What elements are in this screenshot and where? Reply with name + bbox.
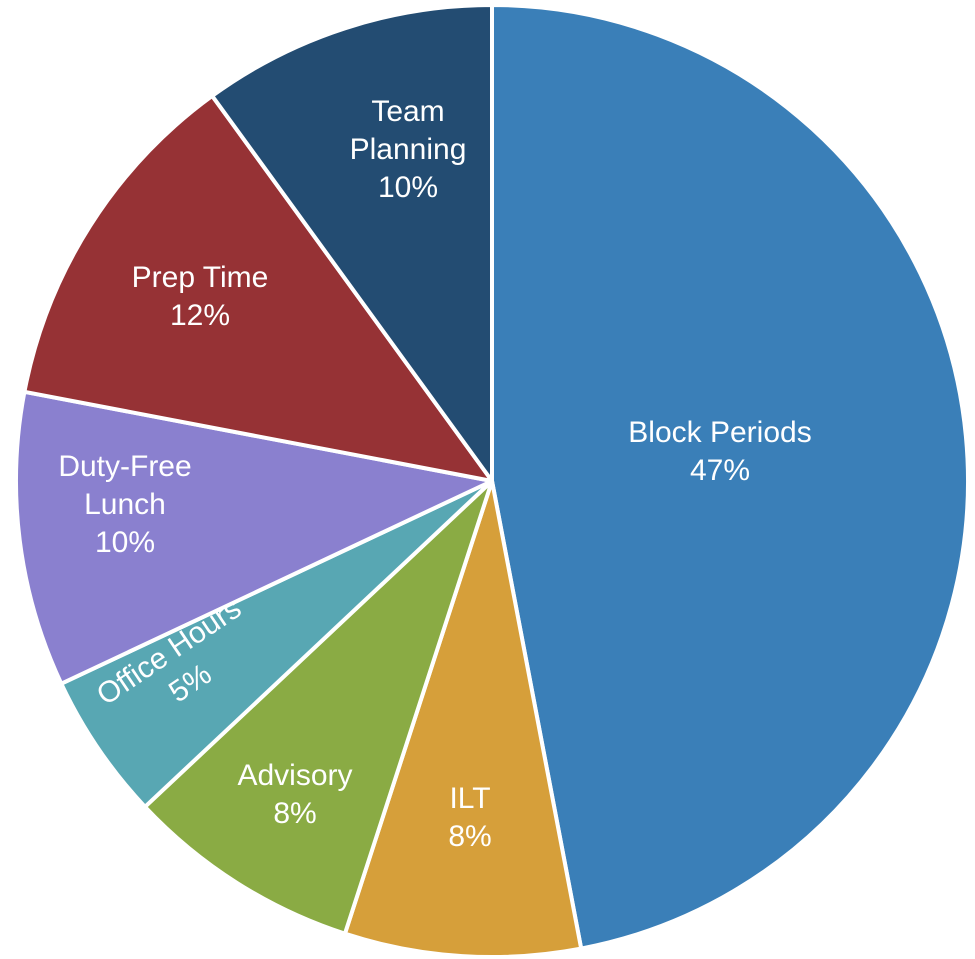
pie-slice <box>490 3 970 951</box>
category-label: Team Planning <box>349 95 467 166</box>
slice-label: Advisory 8% <box>205 757 385 833</box>
category-label: ILT <box>449 782 491 815</box>
pie-slice <box>59 479 494 809</box>
value-label: 8% <box>273 797 317 830</box>
slice-label: ILT 8% <box>420 780 520 856</box>
category-label: Prep Time <box>131 261 269 294</box>
value-label: 47% <box>689 454 751 487</box>
pie-slice <box>22 93 494 483</box>
category-label: Advisory <box>237 759 353 792</box>
category-label: Duty-Free Lunch <box>58 450 192 521</box>
slice-label: Duty-Free Lunch 10% <box>50 448 200 562</box>
pie-slice <box>342 479 584 959</box>
value-label: 10% <box>377 171 439 204</box>
value-label: 8% <box>448 820 492 853</box>
slice-label: Prep Time 12% <box>100 259 300 335</box>
pie-slice <box>210 3 494 483</box>
pie-slice <box>14 389 494 686</box>
category-label: Block Periods <box>628 416 812 449</box>
slice-label: Block Periods 47% <box>570 414 870 490</box>
value-label: 12% <box>169 299 231 332</box>
pie-slice <box>143 479 494 936</box>
value-label: 10% <box>94 526 156 559</box>
slice-label: Team Planning 10% <box>333 93 483 207</box>
